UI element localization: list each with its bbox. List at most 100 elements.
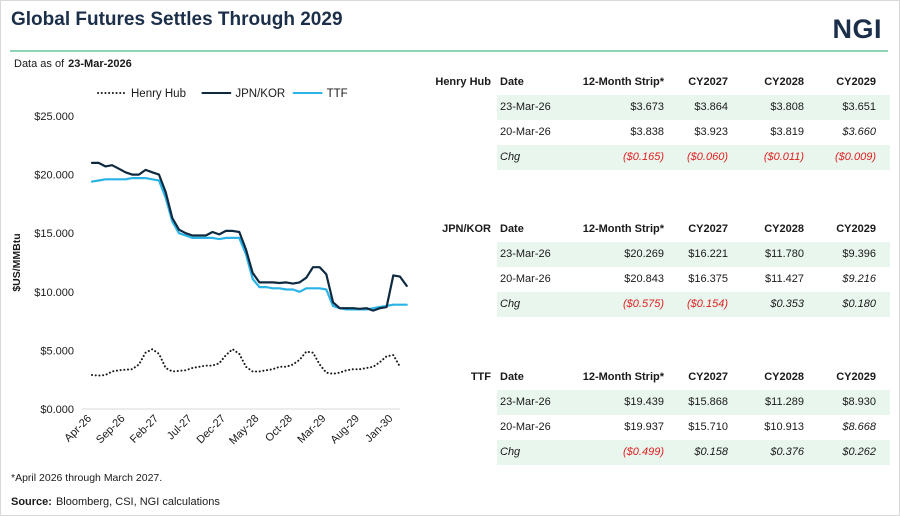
table-group-label: JPN/KOR (442, 223, 491, 235)
futures-line-chart: $0.000 $5.000 $10.000 $15.000 $20.000 $25.000… (11, 88, 408, 447)
cell-cy2029: $9.216 (842, 273, 876, 285)
header-strip: 12-Month Strip* (582, 76, 664, 88)
header-cy2028: CY2028 (764, 371, 804, 383)
cell-chg-label: Chg (500, 446, 521, 458)
cell-chg-cy2028: $0.353 (770, 298, 804, 310)
footnote: *April 2026 through March 2027. (11, 472, 163, 484)
x-tick-label: Oct-28 (263, 413, 295, 445)
y-tick-label: $20.000 (34, 170, 74, 182)
header-cy2028: CY2028 (764, 76, 804, 88)
y-axis-label: $US/MMBtu (11, 233, 23, 291)
header-cy2029: CY2029 (836, 76, 876, 88)
as-of-label: Data as of (14, 58, 65, 70)
cell-date: 20-Mar-26 (500, 126, 551, 138)
x-tick-label: Aug-29 (328, 413, 362, 447)
cell-chg-strip: ($0.575) (623, 298, 664, 310)
header-cy2027: CY2027 (688, 223, 728, 235)
cell-date: 23-Mar-26 (500, 101, 551, 113)
header-cy2027: CY2027 (688, 371, 728, 383)
row-shade (497, 242, 890, 267)
cell-cy2027: $16.375 (688, 273, 728, 285)
x-tick-label: May-28 (227, 413, 261, 447)
x-tick-label: Mar-29 (295, 413, 328, 446)
source-label: Source: (11, 496, 52, 508)
cell-strip: $19.439 (624, 396, 664, 408)
cell-chg-cy2027: ($0.154) (687, 298, 728, 310)
x-tick-label: Jan-30 (363, 413, 395, 445)
cell-strip: $19.937 (624, 421, 664, 433)
table-group-label: TTF (470, 371, 491, 383)
cell-strip: $20.843 (624, 273, 664, 285)
cell-cy2027: $15.710 (688, 421, 728, 433)
cell-chg-strip: ($0.165) (623, 151, 664, 163)
cell-date: 23-Mar-26 (500, 248, 551, 260)
cell-chg-label: Chg (500, 151, 521, 163)
cell-cy2029: $8.930 (842, 396, 876, 408)
source-text: Bloomberg, CSI, NGI calculations (55, 496, 220, 508)
cell-cy2029: $8.668 (842, 421, 876, 433)
cell-chg-cy2028: ($0.011) (763, 151, 804, 163)
x-tick-label: Dec-27 (194, 413, 228, 447)
series-line-ttf (90, 176, 408, 311)
title-divider (10, 50, 888, 52)
cell-cy2028: $11.427 (765, 273, 804, 285)
header-strip: 12-Month Strip* (582, 371, 664, 383)
cell-strip: $3.838 (630, 126, 664, 138)
row-shade (497, 440, 890, 465)
cell-cy2027: $15.868 (688, 396, 728, 408)
row-shade (497, 292, 890, 317)
source-line: Source: Bloomberg, CSI, NGI calculations (11, 496, 220, 508)
x-tick-label: Apr-26 (62, 413, 94, 445)
x-tick-label: Jul-27 (165, 413, 195, 443)
cell-chg-cy2028: $0.376 (770, 446, 804, 458)
y-tick-label: $10.000 (34, 287, 74, 299)
cell-date: 23-Mar-26 (500, 396, 551, 408)
cell-chg-cy2029: ($0.009) (835, 151, 876, 163)
cell-chg-cy2027: $0.158 (694, 446, 728, 458)
header-cy2027: CY2027 (688, 76, 728, 88)
legend-label: JPN/KOR (235, 88, 285, 100)
y-tick-label: $0.000 (40, 404, 74, 416)
row-shade (497, 145, 890, 170)
cell-chg-strip: ($0.499) (623, 446, 664, 458)
header-strip: 12-Month Strip* (582, 223, 664, 235)
series-line-henry-hub (91, 348, 401, 377)
cell-date: 20-Mar-26 (500, 421, 551, 433)
cell-cy2027: $16.221 (688, 248, 728, 260)
cell-cy2029: $3.660 (842, 126, 876, 138)
cell-cy2029: $3.651 (842, 101, 876, 113)
header-cy2028: CY2028 (764, 223, 804, 235)
cell-cy2028: $3.819 (770, 126, 804, 138)
row-shade (497, 95, 890, 120)
cell-date: 20-Mar-26 (500, 273, 551, 285)
header-cy2029: CY2029 (836, 371, 876, 383)
cell-cy2028: $10.913 (764, 421, 804, 433)
cell-chg-cy2029: $0.180 (842, 298, 876, 310)
cell-strip: $3.673 (630, 101, 664, 113)
header-date: Date (500, 223, 524, 235)
cell-chg-label: Chg (500, 298, 521, 310)
cell-cy2029: $9.396 (842, 248, 876, 260)
y-tick-label: $25.000 (34, 111, 74, 123)
page-title: Global Futures Settles Through 2029 (11, 9, 343, 30)
ngi-logo: NGI (832, 14, 882, 44)
legend-label: Henry Hub (131, 88, 186, 100)
header-cy2029: CY2029 (836, 223, 876, 235)
cell-chg-cy2027: ($0.060) (687, 151, 728, 163)
cell-cy2028: $3.808 (770, 101, 804, 113)
as-of-date: 23-Mar-2026 (68, 58, 132, 70)
cell-cy2028: $11.780 (765, 248, 804, 260)
y-tick-label: $5.000 (40, 345, 74, 357)
y-tick-label: $15.000 (34, 228, 74, 240)
table-group-label: Henry Hub (435, 76, 491, 88)
cell-cy2028: $11.289 (765, 396, 804, 408)
legend-label: TTF (327, 88, 348, 100)
as-of-line: Data as of 23-Mar-2026 (14, 58, 132, 70)
x-tick-label: Feb-27 (128, 413, 161, 446)
x-tick-label: Sep-26 (94, 413, 128, 447)
cell-cy2027: $3.864 (694, 101, 728, 113)
header-date: Date (500, 76, 524, 88)
cell-strip: $20.269 (624, 248, 664, 260)
cell-chg-cy2029: $0.262 (842, 446, 876, 458)
series-line-jpn-kor (90, 161, 408, 312)
